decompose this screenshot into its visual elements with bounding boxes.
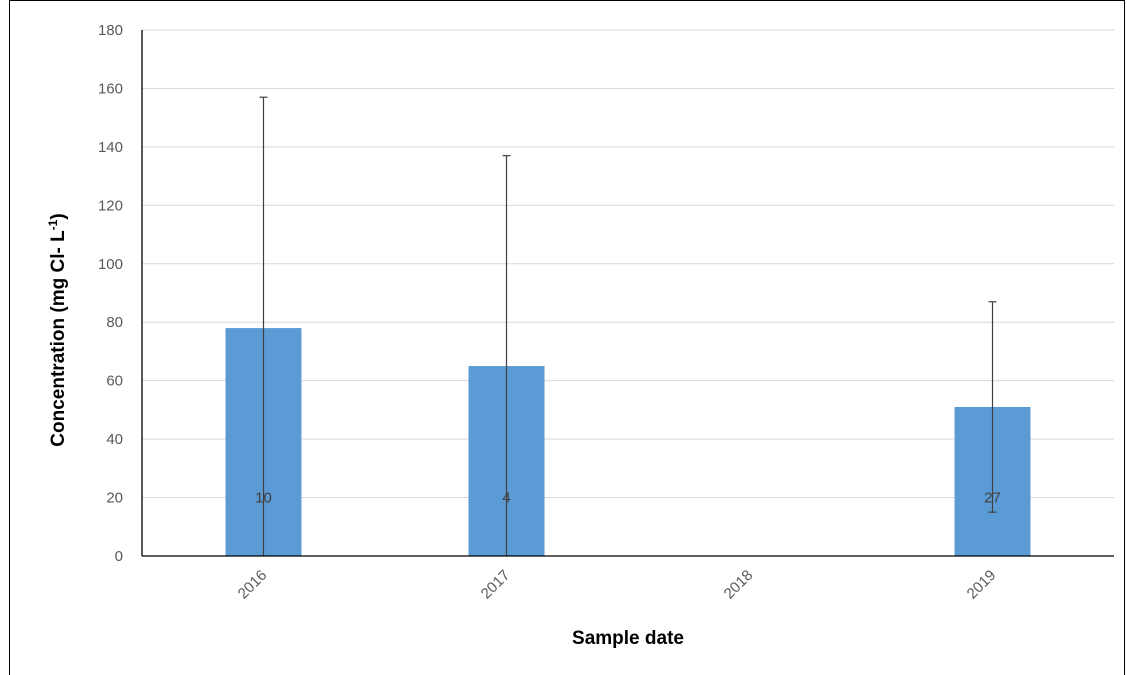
y-tick-label: 140 [98, 139, 123, 156]
axes [141, 30, 1114, 557]
x-tick-label: 2019 [964, 567, 1000, 603]
y-tick-labels: 0 20 40 60 80 100 120 140 160 180 [98, 22, 123, 565]
y-tick-label: 20 [106, 490, 123, 507]
y-tick-label: 180 [98, 22, 123, 39]
y-tick-label: 60 [106, 373, 123, 390]
y-axis-title-close: ) [48, 213, 69, 219]
y-tick-label: 120 [98, 197, 123, 214]
data-label: 27 [984, 490, 1001, 507]
y-axis-title: Concentration (mg Cl- L-1) [46, 213, 69, 446]
data-labels: 10 4 27 [255, 490, 1001, 507]
x-tick-labels: 2016 2017 2018 2019 [235, 567, 1000, 603]
bars [225, 328, 1031, 556]
error-bars [259, 96, 997, 556]
x-tick-label: 2018 [721, 567, 757, 603]
y-tick-label: 160 [98, 80, 123, 97]
chart-frame [9, 0, 1125, 675]
x-tick-label: 2016 [235, 567, 271, 603]
data-label: 10 [255, 490, 272, 507]
data-label: 4 [502, 490, 510, 507]
x-axis-title: Sample date [572, 628, 684, 649]
y-tick-label: 80 [106, 314, 123, 331]
y-tick-label: 100 [98, 256, 123, 273]
y-tick-label: 40 [106, 431, 123, 448]
gridlines [142, 29, 1114, 499]
y-tick-label: 0 [115, 548, 123, 565]
x-tick-label: 2017 [478, 567, 514, 603]
y-axis-title-sup: -1 [46, 219, 60, 230]
y-axis-title-main: Concentration (mg Cl- L [48, 230, 69, 447]
